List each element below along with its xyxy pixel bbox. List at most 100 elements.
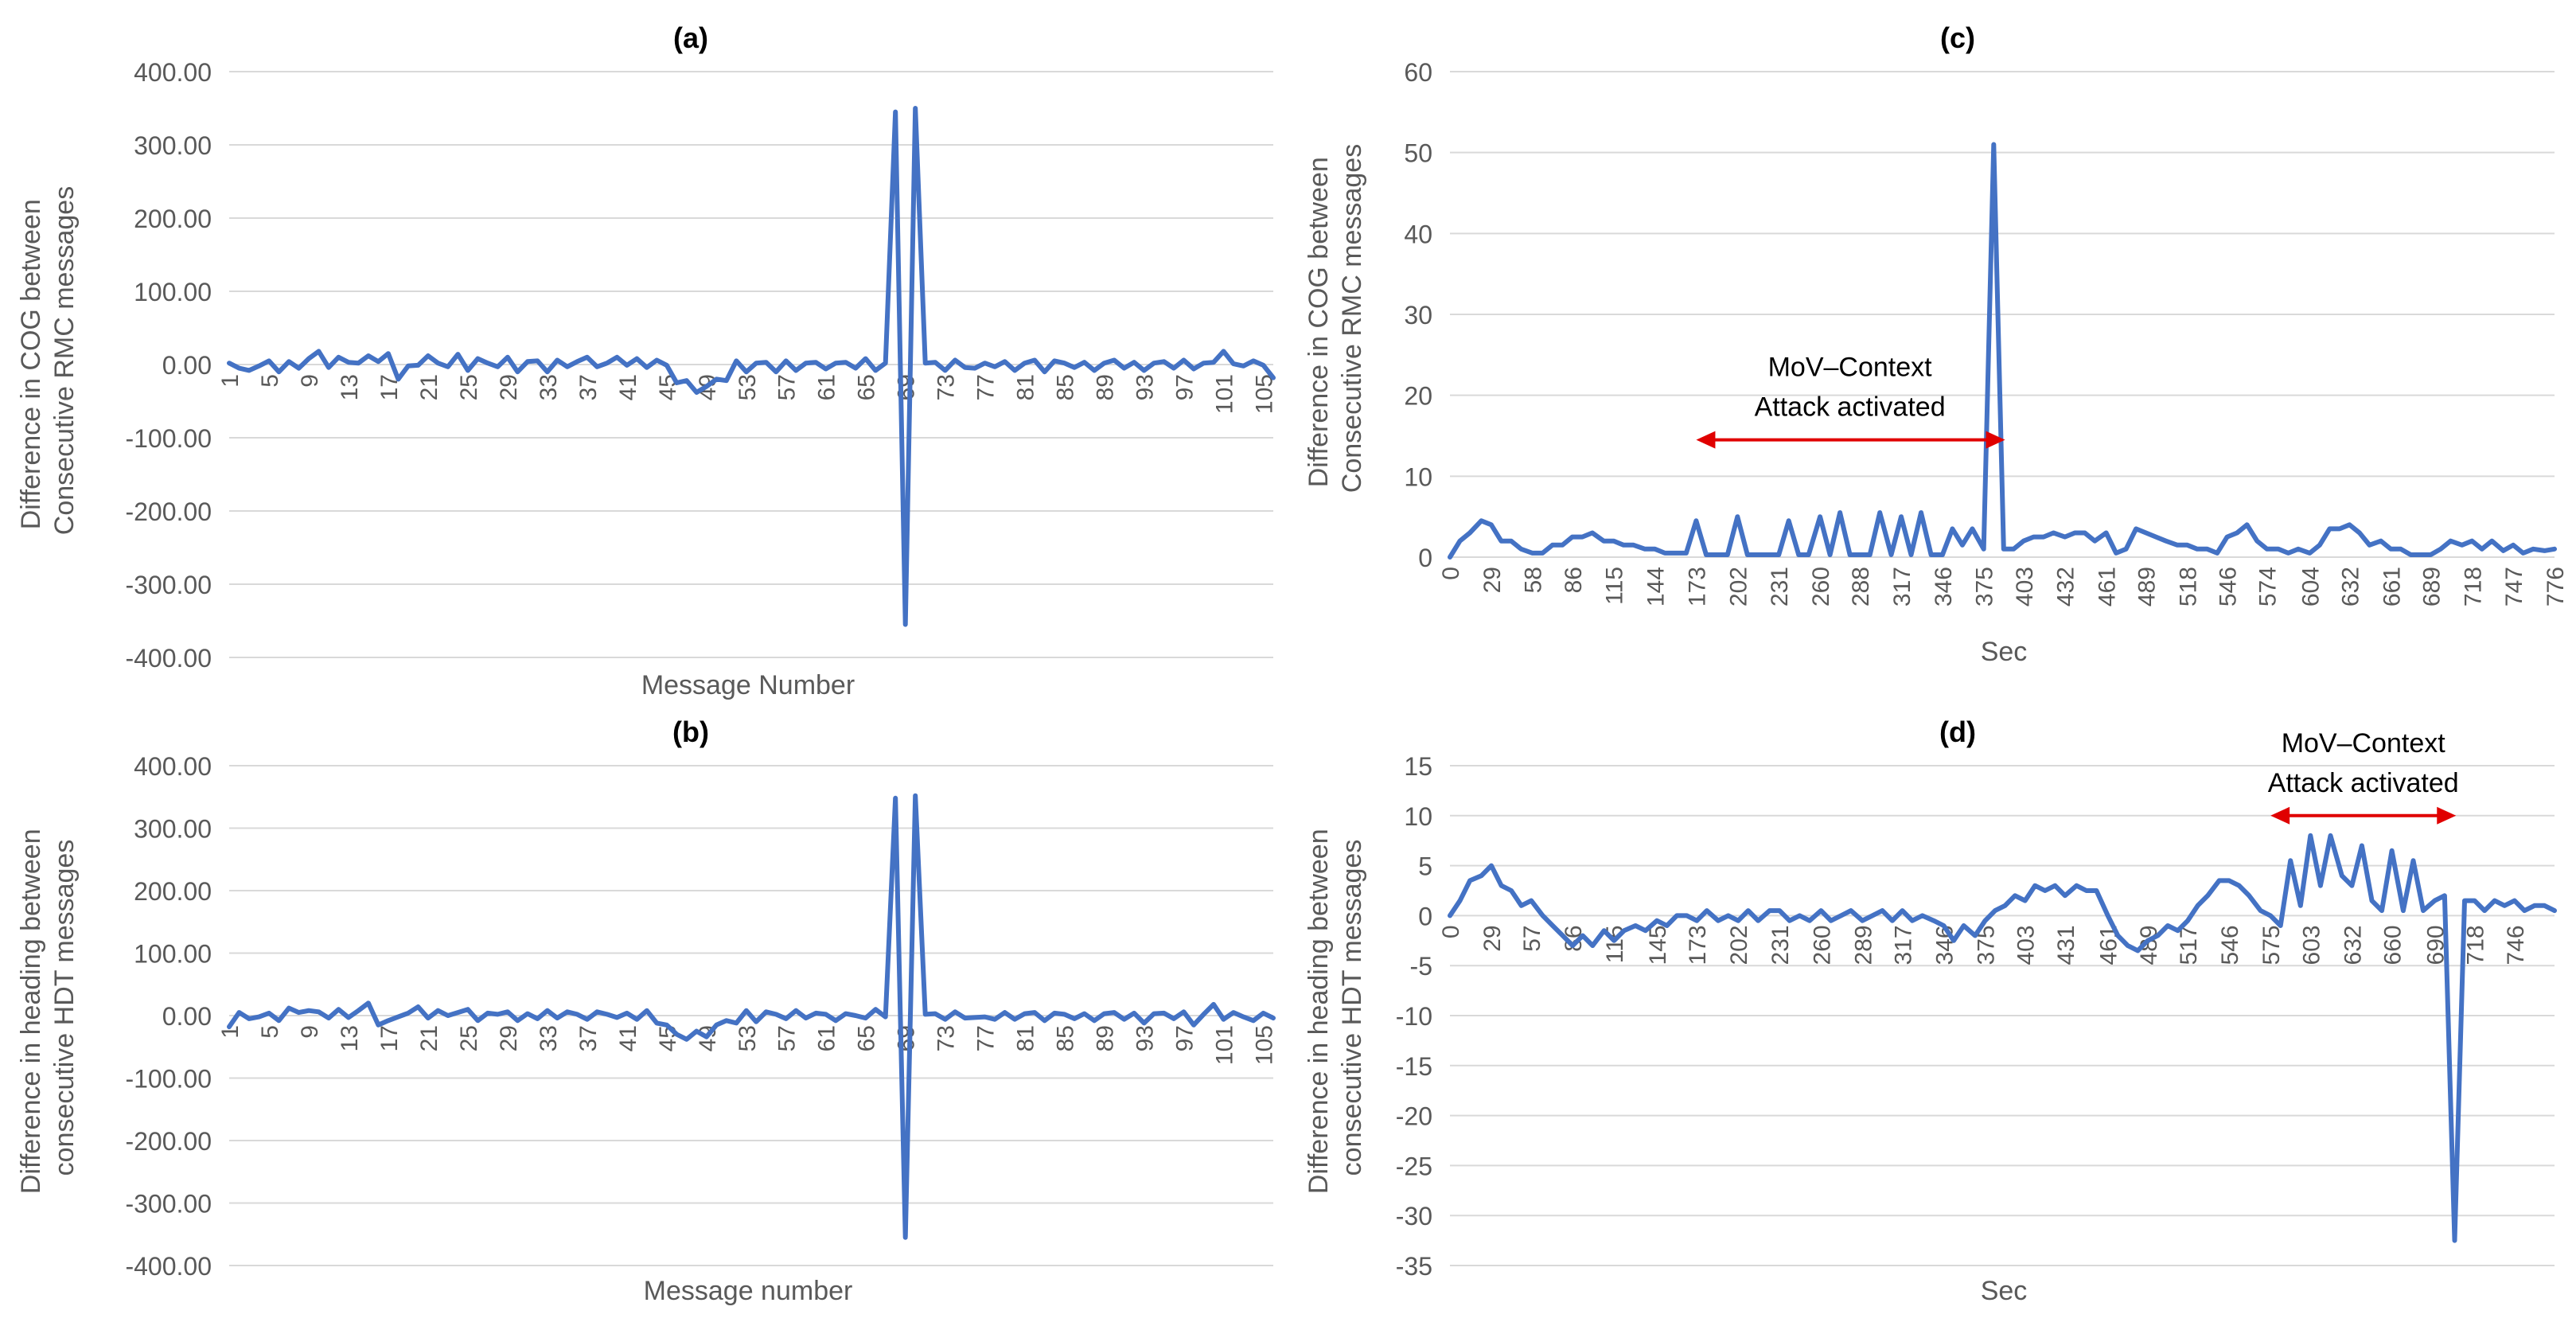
chart-a-y-label-line-2: Consecutive RMC messages	[49, 186, 80, 535]
y-tick-label: -400.00	[125, 1252, 212, 1281]
chart-c-y-ticks: 60 50 40 30 20 10 0	[1404, 58, 1432, 572]
x-tick-label: 489	[2134, 567, 2161, 606]
chart-c-annotation-arrowhead-right	[1986, 431, 2005, 449]
chart-b-title: (b)	[672, 716, 709, 748]
x-tick-label: 746	[2503, 925, 2529, 965]
chart-b-y-label: Difference in heading between consecutiv…	[16, 821, 80, 1194]
y-tick-label: 200.00	[134, 877, 212, 906]
chart-d-x-label: Sec	[1981, 1276, 2028, 1306]
chart-c-annotation: MoV–Context Attack activated	[1696, 353, 2005, 449]
y-tick-label: -20	[1396, 1102, 1432, 1131]
y-tick-label: 30	[1404, 301, 1432, 330]
chart-c-annotation-line-1: MoV–Context	[1768, 353, 1933, 383]
chart-d-annotation-arrowhead-right	[2437, 806, 2457, 825]
chart-d-y-label-line-2: consecutive HDT messages	[1337, 840, 1367, 1176]
y-tick-label: 10	[1404, 802, 1432, 831]
x-tick-label: 57	[1519, 925, 1545, 951]
chart-d-series-line	[1448, 833, 2557, 1243]
x-tick-label: 41	[615, 374, 641, 400]
x-tick-label: 45	[655, 374, 681, 400]
x-tick-label: 21	[416, 374, 442, 400]
chart-a-series-line	[227, 106, 1276, 627]
x-tick-label: 346	[1931, 925, 1958, 965]
x-tick-label: 0	[1438, 925, 1464, 938]
chart-c-x-ticks: 0 29 58 86 115 144 173 202 231 260 288 317 346 375 403…	[1438, 567, 2569, 606]
chart-b-series-line	[227, 793, 1276, 1240]
x-tick-label: 33	[536, 1025, 562, 1051]
chart-c-y-label-line-1: Difference in COG between	[1304, 157, 1334, 487]
x-tick-label: 69	[894, 374, 920, 400]
chart-c-y-label-line-2: Consecutive RMC messages	[1337, 144, 1367, 493]
x-tick-label: 89	[1093, 374, 1119, 400]
x-tick-label: 29	[1479, 925, 1506, 951]
y-tick-label: 300.00	[134, 131, 212, 160]
x-tick-label: 689	[2418, 567, 2445, 606]
x-tick-label: 288	[1848, 567, 1874, 606]
x-tick-label: 69	[894, 1025, 920, 1051]
x-tick-label: 145	[1645, 925, 1671, 965]
x-tick-label: 173	[1685, 925, 1711, 965]
x-tick-label: 77	[973, 374, 1000, 400]
x-tick-label: 105	[1252, 1025, 1278, 1065]
x-tick-label: 202	[1726, 925, 1752, 965]
y-tick-label: -10	[1396, 1002, 1432, 1031]
chart-c-y-label: Difference in COG between Consecutive RM…	[1304, 144, 1367, 493]
x-tick-label: 289	[1850, 925, 1876, 965]
x-tick-label: 89	[1093, 1025, 1119, 1051]
chart-c-annotation-line-2: Attack activated	[1755, 392, 1946, 423]
x-tick-label: 115	[1602, 567, 1628, 605]
y-tick-label: 0.00	[162, 351, 212, 380]
chart-a-y-label-line-1: Difference in COG between	[16, 199, 46, 529]
chart-d-annotation-line-2: Attack activated	[2268, 768, 2459, 798]
x-tick-label: 53	[735, 1025, 761, 1051]
y-tick-label: 40	[1404, 220, 1432, 248]
y-tick-label: 0	[1418, 902, 1432, 930]
x-tick-label: 575	[2258, 925, 2285, 965]
x-tick-label: 81	[1013, 1025, 1039, 1051]
x-tick-label: 53	[735, 374, 761, 400]
x-tick-label: 546	[2216, 567, 2242, 606]
x-tick-label: 21	[416, 1025, 442, 1051]
chart-d-annotation-arrowhead-left	[2270, 806, 2290, 825]
chart-a-y-ticks: 400.00 300.00 200.00 100.00 0.00 -100.00 -200.…	[125, 58, 212, 673]
x-tick-label: 29	[1479, 567, 1506, 593]
x-tick-label: 61	[814, 1025, 840, 1051]
y-tick-label: -30	[1396, 1202, 1432, 1230]
chart-b-y-label-line-1: Difference in heading between	[16, 829, 46, 1194]
x-tick-label: 37	[575, 1025, 602, 1051]
x-tick-label: 489	[2136, 925, 2162, 965]
x-tick-label: 1	[217, 1025, 244, 1039]
x-tick-label: 97	[1172, 374, 1198, 400]
x-tick-label: 57	[774, 1025, 801, 1051]
chart-a-y-label: Difference in COG between Consecutive RM…	[16, 186, 80, 535]
chart-a: (a) 400.00 300.00 200.00 100.00 0.00 -100.00 -…	[16, 21, 1278, 700]
y-tick-label: 0.00	[162, 1002, 212, 1031]
y-tick-label: 100.00	[134, 278, 212, 306]
x-tick-label: 81	[1013, 374, 1039, 400]
y-tick-label: 400.00	[134, 752, 212, 781]
x-tick-label: 58	[1521, 567, 1547, 593]
x-tick-label: 37	[575, 374, 602, 400]
x-tick-label: 29	[496, 1025, 522, 1051]
x-tick-label: 403	[2013, 925, 2040, 965]
y-tick-label: 300.00	[134, 815, 212, 844]
x-tick-label: 403	[2012, 567, 2038, 606]
x-tick-label: 632	[2340, 925, 2366, 965]
x-tick-label: 33	[536, 374, 562, 400]
x-tick-label: 603	[2298, 925, 2325, 965]
chart-d-annotation-line-1: MoV–Context	[2282, 728, 2446, 759]
chart-d-x-ticks: 0 29 57 86 115 145 173 202 231 260 289 317 346 375 403…	[1438, 925, 2529, 965]
x-tick-label: 9	[297, 1025, 323, 1039]
x-tick-label: 1	[217, 374, 244, 388]
chart-c: (c) 60 50 40 30 20 10 0 0 29 58 86 115 144 173 202 231…	[1304, 21, 2569, 667]
x-tick-label: 346	[1931, 567, 1957, 606]
x-tick-label: 93	[1132, 374, 1159, 400]
chart-b-y-label-line-2: consecutive HDT messages	[49, 840, 80, 1176]
y-tick-label: 200.00	[134, 205, 212, 233]
x-tick-label: 29	[496, 374, 522, 400]
x-tick-label: 5	[257, 374, 283, 388]
x-tick-label: 231	[1767, 925, 1794, 965]
x-tick-label: 317	[1889, 567, 1915, 606]
